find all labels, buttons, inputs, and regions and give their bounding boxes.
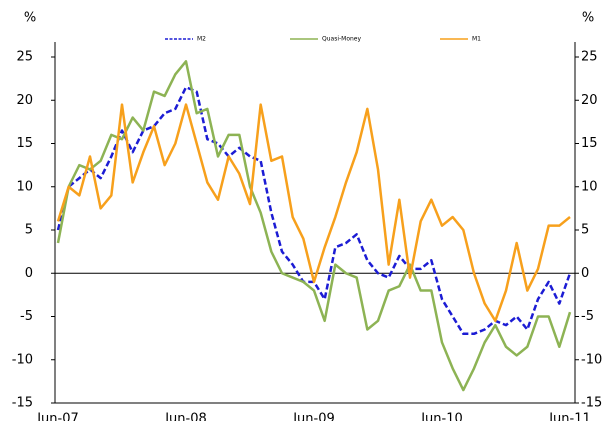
y2-tick-label: 0 (581, 266, 589, 281)
y-tick-label: 5 (25, 223, 33, 238)
y2-axis-label: % (582, 11, 594, 26)
y-tick-label: 0 (25, 266, 33, 281)
y2-tick-label: 15 (581, 136, 598, 151)
y-tick-label: -10 (12, 352, 33, 367)
series-line (56, 60, 572, 392)
y2-tick-label: -15 (581, 396, 602, 411)
y-tick-label: -15 (12, 396, 33, 411)
legend-label: M1 (472, 36, 481, 43)
y-tick-label: 25 (16, 50, 33, 65)
x-tick-label: Jun-10 (420, 412, 463, 421)
y-tick-label: 15 (16, 136, 33, 151)
y2-tick-label: 20 (581, 93, 598, 108)
series-line (56, 86, 572, 336)
x-tick-label: Jun-11 (548, 412, 591, 421)
y-tick-label: 20 (16, 93, 33, 108)
y-axis-label: % (24, 11, 36, 26)
y2-tick-label: 5 (581, 223, 589, 238)
y2-tick-label: 10 (581, 179, 598, 194)
x-tick-label: Jun-08 (164, 412, 207, 421)
y2-tick-label: 25 (581, 50, 598, 65)
x-tick-label: Jun-09 (292, 412, 335, 421)
legend-label: Quasi-Money (322, 36, 362, 43)
y2-tick-label: -5 (581, 309, 594, 324)
legend-label: M2 (197, 36, 206, 43)
y-tick-label: -5 (20, 309, 33, 324)
x-tick-label: Jun-07 (36, 412, 79, 421)
y-tick-label: 10 (16, 179, 33, 194)
y2-tick-label: -10 (581, 352, 602, 367)
series-line (56, 103, 571, 323)
